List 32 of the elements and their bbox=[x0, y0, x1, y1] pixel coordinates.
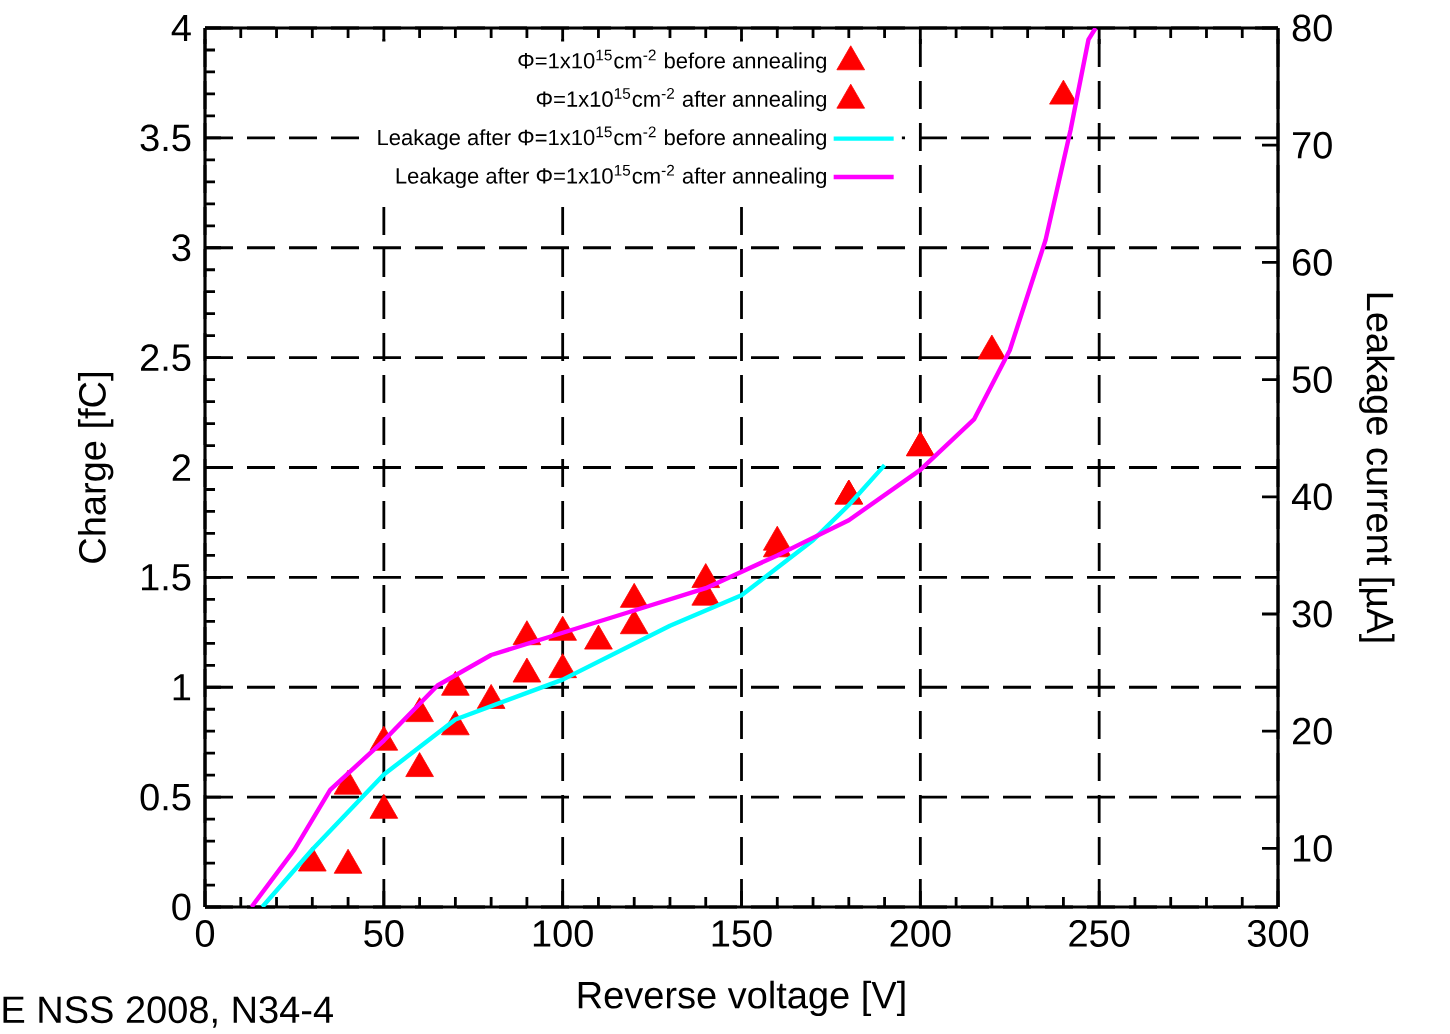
y-tick-label: 4 bbox=[171, 14, 191, 42]
x-tick-label: 150 bbox=[712, 920, 772, 947]
y-tick-label: 0.5 bbox=[140, 783, 191, 811]
y-tick-label: 2.5 bbox=[141, 344, 191, 372]
legend-label: Φ=1x10$^{15}$cm$^{-2}$ before annealing bbox=[518, 49, 826, 73]
y-tick-label: 0 bbox=[172, 893, 191, 921]
x-axis-title: Reverse voltage [V] bbox=[578, 980, 905, 1017]
y2-tick-label: 50 bbox=[1292, 366, 1332, 394]
y2-tick-label: 20 bbox=[1292, 717, 1332, 745]
x-tick-label: 100 bbox=[533, 920, 593, 947]
y2-tick-label: 40 bbox=[1291, 483, 1332, 511]
y-tick-label: 2 bbox=[172, 454, 191, 481]
x-tick-label: 50 bbox=[364, 920, 404, 947]
y-tick-label: 3 bbox=[172, 234, 191, 262]
x-tick-label: 200 bbox=[890, 920, 951, 947]
x-tick-label: 250 bbox=[1069, 920, 1130, 947]
y-tick-label: 1 bbox=[173, 674, 191, 701]
y-tick-label: 1.5 bbox=[142, 564, 191, 591]
y2-tick-label: 60 bbox=[1292, 248, 1332, 276]
x-tick-label: 0 bbox=[195, 920, 215, 947]
legend-label: Φ=1x10$^{15}$cm$^{-2}$ after annealing bbox=[536, 87, 826, 112]
y2-tick-label: 70 bbox=[1293, 131, 1332, 159]
text: E NSS 2008, N34-4 bbox=[3, 996, 333, 1028]
y2-tick-label: 10 bbox=[1293, 834, 1332, 862]
y2-tick-label: 30 bbox=[1292, 600, 1332, 628]
y-axis-title: Charge [fC] bbox=[77, 373, 114, 563]
legend-label: Leakage after Φ=1x10$^{15}$cm$^{-2}$ after annealing bbox=[396, 164, 826, 189]
y2-axis-title: Leakage current [µA] bbox=[1359, 293, 1395, 642]
y-tick-label: 3.5 bbox=[140, 124, 191, 152]
legend-label: Leakage after Φ=1x10$^{15}$cm$^{-2}$ before annealing bbox=[378, 126, 826, 150]
x-tick-label: 300 bbox=[1247, 920, 1309, 947]
y2-tick-label: 80 bbox=[1292, 14, 1332, 42]
